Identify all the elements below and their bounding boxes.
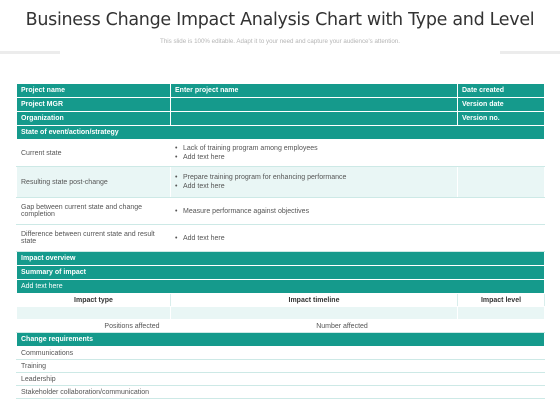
requirement-item: Stakeholder collaboration/communication [16,385,545,399]
impact-timeline-header: Impact timeline [170,293,458,307]
impact-blank-row [16,306,545,320]
state-label: Resulting state post-change [16,166,171,198]
state-row: Resulting state post-change Prepare trai… [16,166,545,198]
bullet-item: Add text here [175,182,453,191]
state-extra [457,197,545,225]
header-row-mgr: Project MGR Version date [16,97,545,112]
requirement-item: Leadership [16,372,545,386]
requirement-item: Training [16,359,545,373]
title-decoration-right [500,51,560,54]
state-label: Current state [16,139,171,167]
affected-extra [457,319,545,333]
state-row: Gap between current state and change com… [16,197,545,225]
blank-cell[interactable] [16,306,171,320]
page-title: Business Change Impact Analysis Chart wi… [25,10,535,30]
blank-cell[interactable] [457,306,545,320]
impact-level-header: Impact level [457,293,545,307]
requirement-row: Communications [16,346,545,360]
state-bullets: Measure performance against objectives [170,197,458,225]
state-section-heading: State of event/action/strategy [16,125,545,140]
project-name-label: Project name [16,83,171,98]
state-label: Gap between current state and change com… [16,197,171,225]
summary-heading: Summary of impact [16,265,545,280]
affected-cell: Positions affected Number affected [16,319,458,333]
positions-affected-label: Positions affected [104,322,160,330]
impact-overview-row: Impact overview [16,251,545,266]
requirement-item: Communications [16,346,545,360]
state-extra [457,224,545,252]
number-affected-label: Number affected [316,322,368,330]
affected-row: Positions affected Number affected [16,319,545,333]
bullet-item: Prepare training program for enhancing p… [175,173,453,182]
page-subtitle: This slide is 100% editable. Adapt it to… [160,38,400,45]
state-bullets: Prepare training program for enhancing p… [170,166,458,198]
organization-value[interactable] [170,111,458,126]
state-label: Difference between current state and res… [16,224,171,252]
state-bullets: Lack of training program among employees… [170,139,458,167]
bullet-item: Lack of training program among employees [175,144,453,153]
impact-header-row: Impact type Impact timeline Impact level [16,293,545,307]
impact-analysis-table: Project name Enter project name Date cre… [16,83,545,399]
requirement-row: Training [16,359,545,373]
state-extra [457,139,545,167]
change-requirements-heading: Change requirements [16,332,545,347]
header-row-org: Organization Version no. [16,111,545,126]
title-decoration-left [0,51,60,54]
project-mgr-label: Project MGR [16,97,171,112]
date-created-label: Date created [457,83,545,98]
blank-cell[interactable] [170,306,458,320]
impact-overview-heading: Impact overview [16,251,545,266]
state-extra [457,166,545,198]
version-date-label: Version date [457,97,545,112]
summary-row: Summary of impact [16,265,545,280]
state-section-row: State of event/action/strategy [16,125,545,140]
organization-label: Organization [16,111,171,126]
add-text-row: Add text here [16,279,545,294]
header-row-project: Project name Enter project name Date cre… [16,83,545,98]
bullet-item: Measure performance against objectives [175,207,453,216]
project-mgr-value[interactable] [170,97,458,112]
requirement-row: Leadership [16,372,545,386]
requirement-row: Stakeholder collaboration/communication [16,385,545,399]
version-no-label: Version no. [457,111,545,126]
project-name-value[interactable]: Enter project name [170,83,458,98]
state-row: Difference between current state and res… [16,224,545,252]
impact-type-header: Impact type [16,293,171,307]
state-row: Current state Lack of training program a… [16,139,545,167]
bullet-item: Add text here [175,234,453,243]
bullet-item: Add text here [175,153,453,162]
state-bullets: Add text here [170,224,458,252]
add-text-cell[interactable]: Add text here [16,279,545,294]
change-requirements-row: Change requirements [16,332,545,347]
